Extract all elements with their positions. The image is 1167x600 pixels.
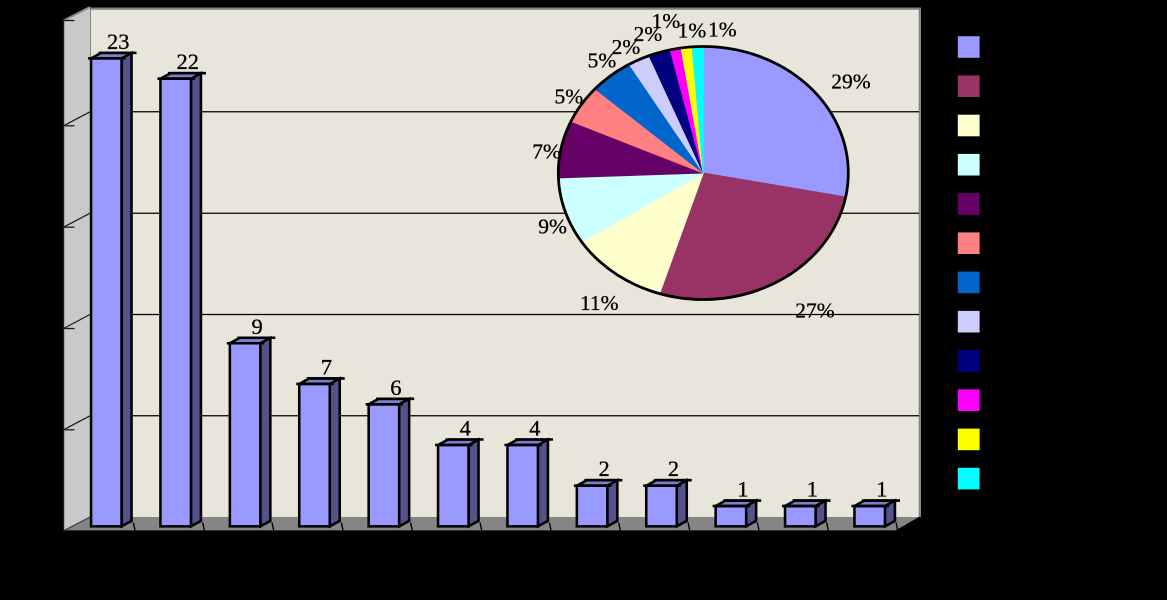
svg-text:27%: 27% [795, 299, 835, 323]
svg-text:5%: 5% [588, 49, 617, 73]
svg-text:2: 2 [598, 456, 609, 481]
svg-text:1%: 1% [652, 9, 681, 33]
svg-text:2: 2 [668, 456, 679, 481]
svg-text:4: 4 [529, 416, 540, 441]
svg-text:1: 1 [737, 477, 748, 502]
svg-text:2%: 2% [612, 35, 641, 59]
svg-text:4: 4 [460, 416, 471, 441]
svg-text:6: 6 [390, 375, 401, 400]
svg-text:9%: 9% [538, 215, 567, 239]
svg-text:11%: 11% [580, 291, 619, 315]
svg-text:7%: 7% [532, 140, 561, 164]
svg-text:22: 22 [176, 49, 199, 74]
svg-text:29%: 29% [831, 69, 871, 93]
svg-text:1: 1 [807, 477, 818, 502]
svg-text:1%: 1% [708, 18, 737, 42]
svg-text:23: 23 [107, 29, 130, 54]
svg-text:1: 1 [876, 477, 887, 502]
svg-text:7: 7 [321, 354, 332, 379]
svg-text:1%: 1% [678, 18, 707, 42]
svg-text:2%: 2% [634, 22, 663, 46]
svg-text:5%: 5% [554, 85, 583, 109]
svg-text:9: 9 [251, 314, 262, 339]
